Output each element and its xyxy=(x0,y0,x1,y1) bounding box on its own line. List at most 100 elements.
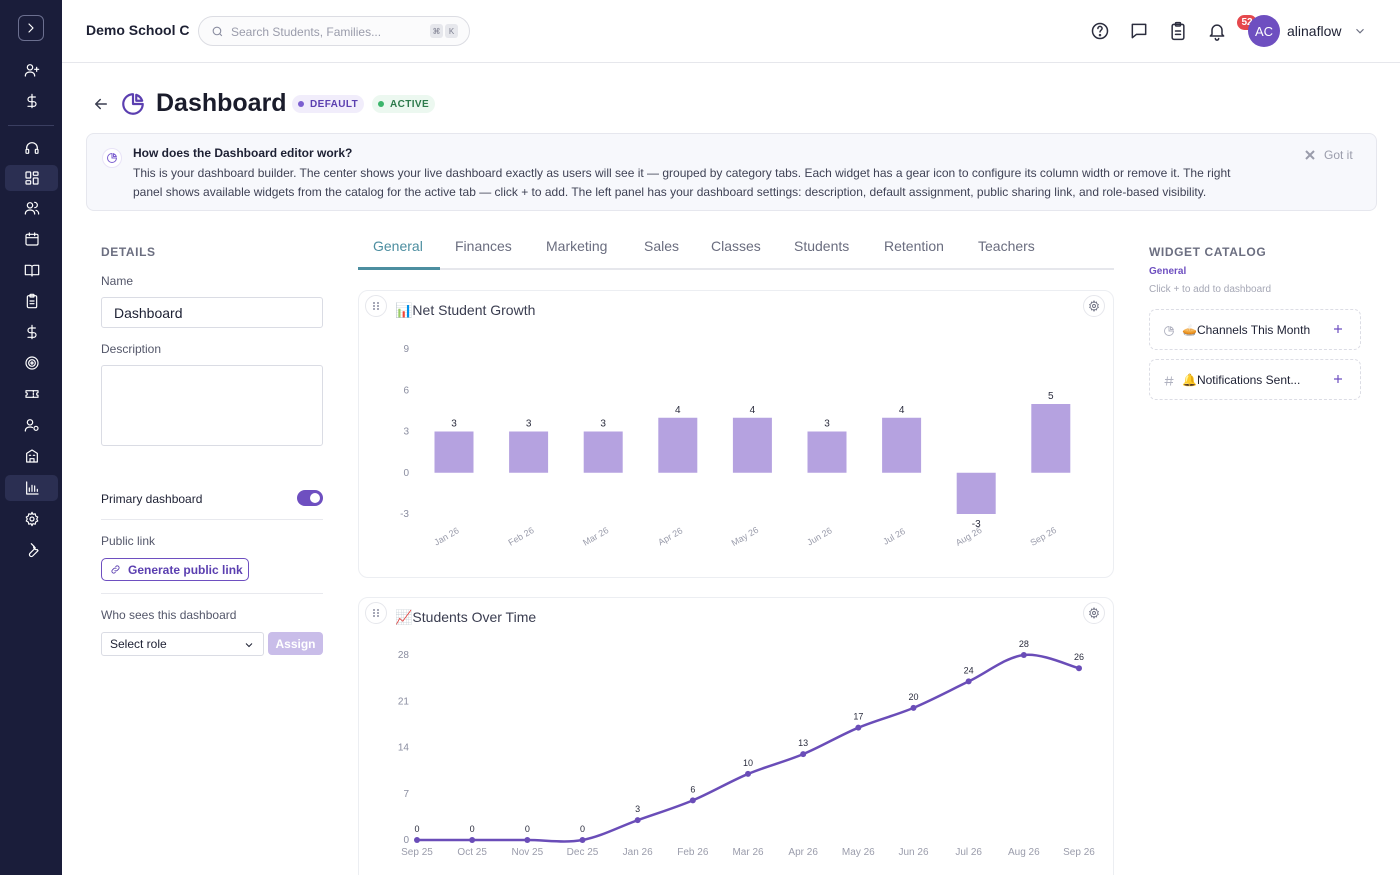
plus-icon xyxy=(1334,375,1342,383)
sidebar-item-support[interactable] xyxy=(5,135,58,161)
help-button[interactable] xyxy=(1090,21,1110,41)
back-button[interactable] xyxy=(92,95,110,113)
data-label: 4 xyxy=(750,405,756,416)
x-tick-label: Sep 26 xyxy=(1063,847,1095,858)
tasks-button[interactable] xyxy=(1168,21,1188,41)
top-bar: Demo School C ⌘ K 52 AC alinaflow xyxy=(62,0,1400,63)
x-tick-label: Mar 26 xyxy=(732,847,764,858)
sidebar-item-staff[interactable] xyxy=(5,412,58,438)
tab-classes[interactable]: Classes xyxy=(711,238,761,254)
sidebar-item-people[interactable] xyxy=(5,195,58,221)
sidebar-item-reports[interactable] xyxy=(5,475,58,501)
sidebar-item-dashboards[interactable] xyxy=(5,165,58,191)
grip-icon xyxy=(373,302,379,310)
data-label: 24 xyxy=(964,665,974,675)
default-badge: DEFAULT xyxy=(292,95,365,113)
sidebar-item-payments[interactable] xyxy=(5,88,58,114)
messages-button[interactable] xyxy=(1129,21,1149,41)
catalog-item-notifications[interactable]: 🔔Notifications Sent... xyxy=(1149,359,1361,400)
role-select[interactable]: Select role xyxy=(101,632,264,656)
tab-general[interactable]: General xyxy=(373,238,423,254)
notifications-button[interactable] xyxy=(1207,21,1227,41)
user-menu-button[interactable] xyxy=(1353,24,1367,38)
pie-chart-icon xyxy=(1163,324,1175,336)
data-point xyxy=(745,770,751,777)
sidebar-item-tasks[interactable] xyxy=(5,288,58,314)
tab-sales[interactable]: Sales xyxy=(644,238,680,254)
dismiss-banner-button[interactable]: Got it xyxy=(1305,148,1353,162)
tab-marketing[interactable]: Marketing xyxy=(546,238,608,254)
data-point xyxy=(910,704,917,711)
sidebar-item-settings[interactable] xyxy=(5,506,58,532)
sidebar-item-add-student[interactable] xyxy=(5,57,58,83)
hash-icon xyxy=(1163,374,1175,386)
bar xyxy=(732,417,772,473)
widget-settings-button[interactable] xyxy=(1083,602,1105,624)
divider xyxy=(101,519,323,520)
search-input[interactable] xyxy=(231,23,421,41)
tab-students[interactable]: Students xyxy=(794,238,850,254)
data-label: 20 xyxy=(908,692,918,702)
drag-handle[interactable] xyxy=(365,295,387,317)
status-badge-label: ACTIVE xyxy=(390,98,430,110)
y-tick-label: -3 xyxy=(400,509,409,520)
sidebar xyxy=(0,0,62,875)
description-textarea[interactable] xyxy=(101,365,323,446)
x-tick-label: Sep 26 xyxy=(1028,525,1058,548)
avatar[interactable]: AC xyxy=(1248,15,1280,47)
data-label: 4 xyxy=(675,405,681,416)
dashboard-name-input[interactable] xyxy=(101,297,323,328)
generate-public-link-button[interactable]: Generate public link xyxy=(101,558,249,581)
primary-dashboard-toggle[interactable] xyxy=(297,490,323,506)
name-label: Name xyxy=(101,274,134,288)
catalog-hint: Click + to add to dashboard xyxy=(1149,284,1272,295)
sidebar-item-tickets[interactable] xyxy=(5,381,58,407)
widget-net-student-growth: 📊Net Student Growth 9 6 3 0 -3 3 Jan 26 3 Feb 26… xyxy=(358,290,1114,578)
x-tick-label: May 26 xyxy=(842,847,875,858)
tab-finances[interactable]: Finances xyxy=(455,238,512,254)
global-search[interactable]: ⌘ K xyxy=(198,16,470,46)
gear-icon xyxy=(25,511,38,527)
sidebar-item-school[interactable] xyxy=(5,443,58,469)
details-heading: DETAILS xyxy=(101,245,156,259)
wrench-icon xyxy=(28,543,39,558)
y-tick-label: 14 xyxy=(398,743,410,754)
catalog-item-channels[interactable]: 🥧Channels This Month xyxy=(1149,309,1361,350)
bar xyxy=(956,472,996,514)
x-tick-label: Feb 26 xyxy=(677,847,709,858)
widget-catalog-heading: WIDGET CATALOG xyxy=(1149,245,1267,259)
username[interactable]: alinaflow xyxy=(1287,23,1342,39)
school-name[interactable]: Demo School C xyxy=(86,22,190,38)
sidebar-item-calendar[interactable] xyxy=(5,226,58,252)
plus-icon xyxy=(1334,325,1342,333)
drag-handle[interactable] xyxy=(365,602,387,624)
add-widget-button[interactable] xyxy=(1330,321,1346,337)
sidebar-item-finance[interactable] xyxy=(5,319,58,345)
widget-settings-button[interactable] xyxy=(1083,295,1105,317)
x-tick-label: Apr 26 xyxy=(656,525,684,547)
data-label: 13 xyxy=(798,738,808,748)
y-tick-label: 28 xyxy=(398,650,410,661)
y-tick-label: 9 xyxy=(403,344,409,355)
x-tick-label: Aug 26 xyxy=(954,525,984,548)
sidebar-toggle-button[interactable] xyxy=(18,15,44,41)
help-circle-icon xyxy=(1091,22,1109,40)
sidebar-item-goals[interactable] xyxy=(5,350,58,376)
grip-icon xyxy=(373,609,379,617)
building-icon xyxy=(25,449,38,463)
sidebar-item-tools[interactable] xyxy=(5,537,58,563)
tab-retention[interactable]: Retention xyxy=(884,238,944,254)
data-point xyxy=(1076,665,1082,672)
add-widget-button[interactable] xyxy=(1330,371,1346,387)
dashboard-grid-icon xyxy=(24,171,39,185)
x-tick-label: Apr 26 xyxy=(788,847,818,858)
public-link-label: Public link xyxy=(101,534,156,548)
description-label: Description xyxy=(101,342,162,356)
sidebar-item-courses[interactable] xyxy=(5,257,58,283)
data-label: 3 xyxy=(600,419,606,430)
user-settings-icon xyxy=(24,419,39,432)
search-icon xyxy=(212,26,223,37)
tab-teachers[interactable]: Teachers xyxy=(978,238,1035,254)
assign-role-button[interactable]: Assign xyxy=(268,632,323,655)
x-tick-label: Feb 26 xyxy=(506,525,535,548)
